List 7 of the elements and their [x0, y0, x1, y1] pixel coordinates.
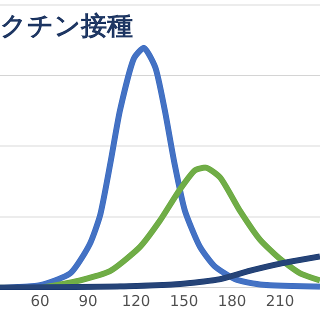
- x-tick-label: 180: [218, 292, 246, 310]
- x-tick-label: 210: [266, 292, 294, 310]
- x-tick-label: 150: [170, 292, 198, 310]
- chart-title: クチン接種: [0, 12, 133, 42]
- x-tick-label: 120: [122, 292, 150, 310]
- x-tick-label: 60: [30, 292, 50, 310]
- x-tick-label: 90: [78, 292, 98, 310]
